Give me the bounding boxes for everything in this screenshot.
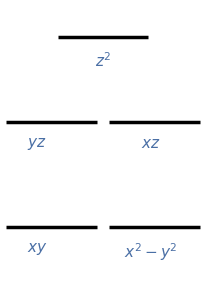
Text: $x^2-y^2$: $x^2-y^2$ [124,241,177,263]
Text: $xy$: $xy$ [27,241,47,257]
Text: $yz$: $yz$ [27,136,47,152]
Text: $xz$: $xz$ [140,136,160,151]
Text: $z^2$: $z^2$ [95,51,111,70]
